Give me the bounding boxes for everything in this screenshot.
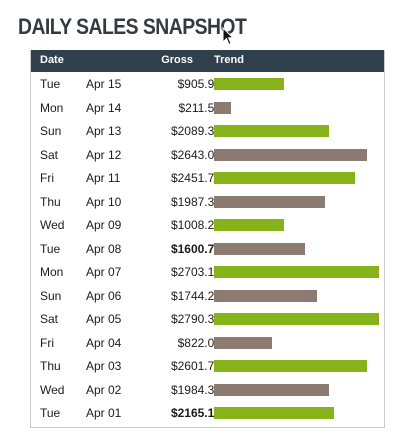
table-row: Thu Apr 03 $2601.76: [31, 354, 384, 378]
cell-gross: $822.07: [177, 335, 221, 350]
cell-gross: $2703.14: [170, 265, 221, 279]
table-row: Sun Apr 06 $1744.20: [31, 284, 384, 308]
page-title: DAILY SALES SNAPSHOT: [18, 14, 247, 39]
cell-gross: $2451.70: [170, 171, 221, 185]
cell-day: Wed: [40, 218, 65, 232]
cell-day: Mon: [40, 100, 64, 115]
cell-date: Apr 09: [86, 218, 122, 232]
cell-gross: $211.52: [178, 100, 222, 115]
cell-gross: $1600.76: [170, 241, 221, 256]
cell-day: Tue: [40, 406, 61, 420]
trend-bar: [214, 383, 329, 396]
trend-bar: [214, 219, 284, 231]
table-row: Wed Apr 02 $1984.31: [31, 378, 384, 402]
table-header: Date Gross Trend: [31, 50, 384, 72]
trend-bar: [214, 336, 272, 349]
cell-gross: $1987.33: [170, 194, 221, 209]
cell-date: Apr 08: [86, 241, 122, 256]
table-body: Tue Apr 15 $905.99 Mon Apr 14 $211.52 Sun Apr 1…: [31, 72, 384, 425]
table-row: Sat Apr 05 $2790.31: [31, 307, 384, 331]
table-row: Mon Apr 07 $2703.14: [31, 260, 384, 284]
cell-date: Apr 02: [86, 382, 122, 397]
table-row: Fri Apr 04 $822.07: [31, 331, 384, 355]
cell-day: Sat: [40, 147, 59, 162]
trend-bar: [214, 360, 367, 372]
cell-date: Apr 14: [86, 100, 122, 115]
cell-date: Apr 03: [86, 359, 122, 373]
cell-gross: $905.99: [177, 77, 221, 91]
cell-date: Apr 05: [86, 312, 122, 326]
table-row: Sat Apr 12 $2643.04: [31, 143, 384, 167]
cell-gross: $1984.31: [170, 382, 221, 397]
trend-bar: [214, 78, 284, 90]
trend-bar: [214, 313, 379, 325]
cell-date: Apr 11: [86, 171, 121, 185]
trend-bar: [214, 101, 231, 114]
table-row: Sun Apr 13 $2089.39: [31, 119, 384, 143]
cell-day: Tue: [40, 241, 61, 256]
cell-day: Thu: [40, 359, 61, 373]
cell-day: Sun: [40, 288, 62, 303]
trend-bar: [214, 266, 379, 278]
trend-bar: [214, 125, 329, 137]
cell-day: Wed: [40, 382, 65, 397]
table-row: Mon Apr 14 $211.52: [31, 96, 384, 120]
cell-day: Tue: [40, 77, 61, 91]
cell-date: Apr 15: [86, 77, 122, 91]
cell-date: Apr 04: [86, 335, 122, 350]
cell-date: Apr 07: [86, 265, 122, 279]
mouse-cursor-icon: [222, 27, 234, 46]
table-row: Tue Apr 08 $1600.76: [31, 237, 384, 261]
cell-date: Apr 10: [86, 194, 122, 209]
trend-bar: [214, 172, 355, 184]
cell-date: Apr 01: [86, 406, 122, 420]
cell-gross: $2643.04: [170, 147, 221, 162]
cell-gross: $2790.31: [170, 312, 221, 326]
trend-bar: [214, 242, 305, 255]
sales-table: Date Gross Trend Tue Apr 15 $905.99 Mon Apr …: [30, 50, 385, 428]
trend-bar: [214, 407, 334, 419]
trend-bar: [214, 195, 325, 208]
cell-day: Thu: [40, 194, 61, 209]
cell-date: Apr 12: [86, 147, 122, 162]
column-header-gross: Gross: [161, 54, 193, 66]
cell-gross: $2601.76: [170, 359, 221, 373]
table-row: Tue Apr 01 $2165.13: [31, 401, 384, 425]
cell-day: Fri: [40, 171, 54, 185]
cell-gross: $1008.22: [170, 218, 221, 232]
table-row: Fri Apr 11 $2451.70: [31, 166, 384, 190]
cell-gross: $2089.39: [170, 124, 221, 138]
table-row: Tue Apr 15 $905.99: [31, 72, 384, 96]
cell-gross: $1744.20: [170, 288, 221, 303]
column-header-date: Date: [40, 54, 64, 66]
cell-day: Sat: [40, 312, 59, 326]
cell-gross: $2165.13: [170, 406, 221, 420]
trend-bar: [214, 148, 367, 161]
column-header-trend: Trend: [214, 54, 244, 66]
cell-day: Fri: [40, 335, 54, 350]
cell-day: Sun: [40, 124, 62, 138]
cell-day: Mon: [40, 265, 64, 279]
cell-date: Apr 13: [86, 124, 122, 138]
table-row: Wed Apr 09 $1008.22: [31, 213, 384, 237]
table-row: Thu Apr 10 $1987.33: [31, 190, 384, 214]
trend-bar: [214, 289, 317, 302]
cell-date: Apr 06: [86, 288, 122, 303]
